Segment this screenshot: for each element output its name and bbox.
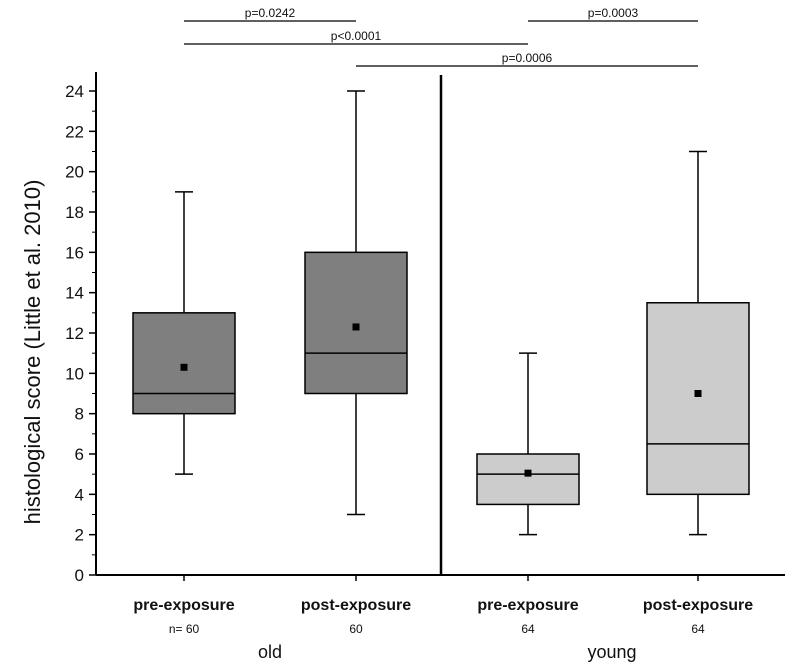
y-tick-label: 10: [65, 364, 84, 383]
y-tick-label: 18: [65, 203, 84, 222]
category-label: post-exposure: [643, 597, 753, 614]
mean-marker: [524, 469, 532, 477]
y-tick-label: 22: [65, 122, 84, 141]
category-label: post-exposure: [301, 597, 411, 614]
box-3: [646, 150, 750, 536]
box-0: [132, 191, 236, 475]
y-tick-label: 24: [65, 82, 84, 101]
y-tick-label: 12: [65, 324, 84, 343]
box-iqr: [646, 302, 750, 496]
category-labels: pre-exposure n= 60 post-exposure 60 pre-expo…: [133, 597, 753, 662]
box-series: [132, 90, 750, 536]
y-tick-label: 4: [75, 485, 84, 504]
p-value-label: p<0.0001: [331, 29, 382, 43]
sample-size-label: 60: [349, 622, 363, 636]
p-value-label: p=0.0003: [588, 6, 639, 20]
box-iqr: [132, 312, 236, 415]
mean-marker: [180, 363, 188, 371]
group-label-young: young: [587, 642, 636, 662]
box-2: [476, 352, 580, 536]
group-label-old: old: [258, 642, 282, 662]
sample-size-label: n= 60: [169, 622, 200, 636]
category-label: pre-exposure: [133, 597, 234, 614]
significance-brackets: p=0.0242 p=0.0003 p<0.0001 p=0.0006: [184, 6, 698, 67]
mean-marker: [694, 390, 702, 397]
y-axis-title: histological score (Little et al. 2010): [20, 180, 45, 525]
y-tick-label: 0: [75, 566, 84, 585]
mean-marker: [352, 323, 360, 331]
y-tick-label: 6: [75, 445, 84, 464]
sample-size-label: 64: [521, 622, 535, 636]
y-tick-label: 16: [65, 243, 84, 262]
y-tick-label: 20: [65, 163, 84, 182]
box-1: [304, 90, 408, 516]
box-iqr: [304, 251, 408, 395]
p-value-label: p=0.0006: [502, 51, 553, 65]
sample-size-label: 64: [691, 622, 705, 636]
y-tick-label: 2: [75, 526, 84, 545]
category-label: pre-exposure: [477, 597, 578, 614]
box-iqr: [476, 453, 580, 506]
p-value-label: p=0.0242: [245, 6, 296, 20]
y-tick-label: 14: [65, 284, 84, 303]
y-tick-label: 8: [75, 405, 84, 424]
